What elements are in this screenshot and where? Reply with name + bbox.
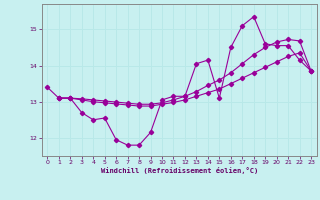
X-axis label: Windchill (Refroidissement éolien,°C): Windchill (Refroidissement éolien,°C): [100, 167, 258, 174]
